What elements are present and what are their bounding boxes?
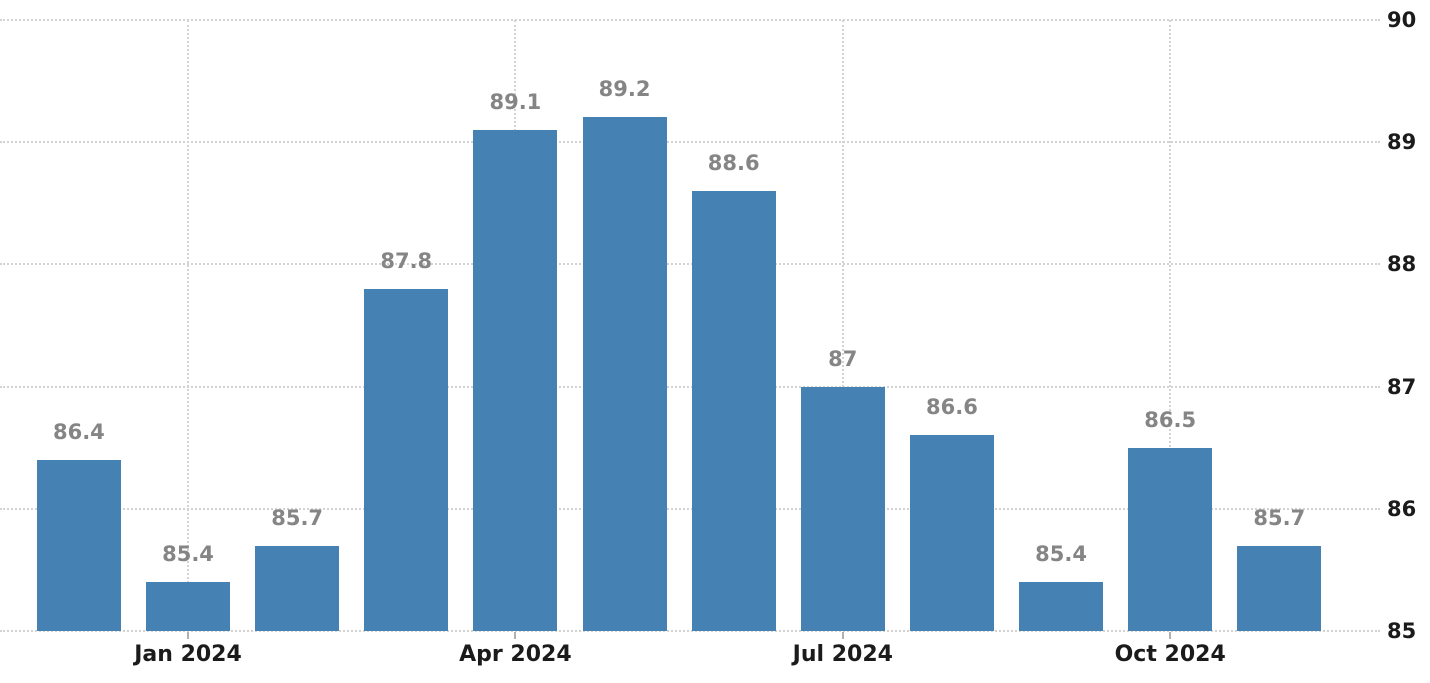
x-axis-label: Jan 2024: [134, 642, 242, 667]
bar[interactable]: [691, 190, 776, 632]
bar[interactable]: [255, 545, 340, 632]
bar-value-label: 85.4: [162, 542, 214, 567]
bar-value-label: 89.2: [598, 77, 651, 102]
vertical-gridline: [841, 19, 844, 632]
horizontal-gridline: [0, 385, 1380, 388]
x-axis-tick: [514, 632, 517, 640]
bar[interactable]: [1019, 582, 1104, 632]
bar-value-label: 85.4: [1035, 542, 1087, 567]
y-axis-label: 88: [1387, 252, 1417, 277]
x-axis-tick: [841, 632, 844, 640]
horizontal-gridline: [0, 507, 1380, 510]
x-axis-label: Jul 2024: [792, 642, 893, 667]
bar[interactable]: [1128, 447, 1213, 632]
x-axis-label: Apr 2024: [459, 642, 572, 667]
bar-value-label: 86.4: [52, 419, 105, 444]
bar-value-label: 88.6: [707, 150, 760, 175]
y-axis-label: 90: [1387, 7, 1417, 32]
bar[interactable]: [909, 435, 994, 632]
bar[interactable]: [364, 288, 449, 632]
y-axis-label: 87: [1387, 374, 1417, 399]
horizontal-gridline: [0, 140, 1380, 143]
y-axis-label: 89: [1387, 129, 1417, 154]
y-axis-label: 85: [1387, 619, 1417, 644]
vertical-gridline: [1169, 19, 1172, 632]
bar[interactable]: [1237, 545, 1322, 632]
bar-value-label: 89.1: [489, 89, 542, 114]
horizontal-gridline: [0, 18, 1380, 21]
x-axis-label: Oct 2024: [1114, 642, 1226, 667]
bar-value-label: 85.7: [1253, 505, 1306, 530]
bar[interactable]: [582, 117, 667, 632]
bar-value-label: 86.5: [1144, 407, 1197, 432]
y-axis-label: 86: [1387, 496, 1417, 521]
horizontal-gridline: [0, 630, 1380, 633]
x-axis-tick: [187, 632, 190, 640]
bar-value-label: 87.8: [380, 248, 433, 273]
bar[interactable]: [146, 582, 231, 632]
x-axis-tick: [1169, 632, 1172, 640]
bar-value-label: 86.6: [926, 395, 978, 420]
vertical-gridline: [187, 19, 190, 632]
bar-value-label: 85.7: [271, 505, 324, 530]
bar[interactable]: [800, 386, 885, 632]
horizontal-gridline: [0, 263, 1380, 266]
bar[interactable]: [473, 129, 558, 632]
bar[interactable]: [36, 459, 121, 632]
bar-value-label: 87: [828, 346, 858, 371]
